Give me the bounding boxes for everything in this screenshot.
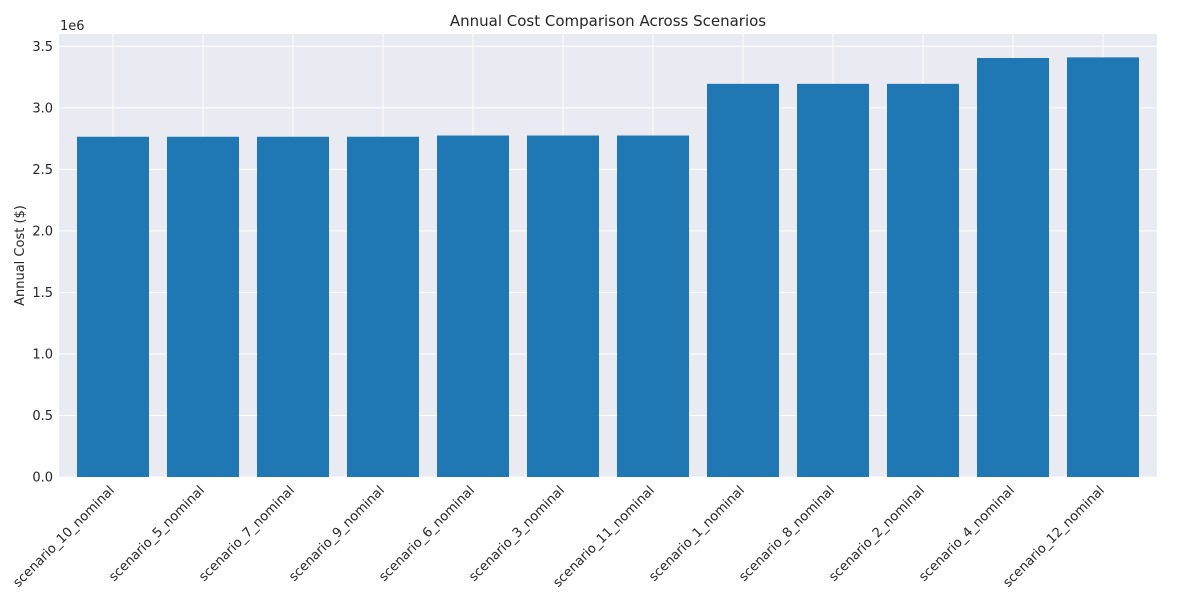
bar-scenario-10-nominal: [77, 136, 149, 477]
x-tick-label: scenario_8_nominal: [736, 483, 838, 585]
y-tick-label: 0.0: [32, 471, 53, 486]
chart-title: Annual Cost Comparison Across Scenarios: [450, 12, 766, 30]
y-axis-ticks: 0.0 0.5 1.0 1.5 2.0 2.5 3.0 3.5: [32, 40, 53, 486]
bar-scenario-6-nominal: [437, 135, 509, 478]
x-axis-ticks: scenario_10_nominalscenario_5_nominalsce…: [10, 483, 1107, 590]
x-tick-label: scenario_2_nominal: [826, 483, 928, 585]
x-tick-label: scenario_3_nominal: [466, 483, 568, 585]
bar-scenario-9-nominal: [347, 136, 419, 477]
y-tick-label: 2.5: [32, 163, 53, 178]
bar-scenario-8-nominal: [797, 83, 869, 478]
bar-scenario-2-nominal: [887, 83, 959, 478]
bars: [77, 57, 1139, 478]
y-tick-label: 2.0: [32, 224, 53, 239]
y-tick-label: 3.5: [32, 40, 53, 55]
y-tick-label: 0.5: [32, 409, 53, 424]
bar-scenario-3-nominal: [527, 135, 599, 478]
x-tick-label: scenario_10_nominal: [10, 483, 117, 590]
y-tick-label: 1.0: [32, 347, 53, 362]
bar-scenario-11-nominal: [617, 135, 689, 478]
bar-scenario-1-nominal: [707, 83, 779, 478]
bar-scenario-7-nominal: [257, 136, 329, 477]
bar-scenario-5-nominal: [167, 136, 239, 477]
bar-scenario-12-nominal: [1067, 57, 1139, 477]
y-axis-offset-label: 1e6: [60, 19, 85, 34]
x-tick-label: scenario_12_nominal: [1000, 483, 1107, 590]
y-tick-label: 1.5: [32, 286, 53, 301]
x-tick-label: scenario_1_nominal: [646, 483, 748, 585]
x-tick-label: scenario_7_nominal: [196, 483, 298, 585]
x-tick-label: scenario_4_nominal: [916, 483, 1018, 585]
x-tick-label: scenario_11_nominal: [550, 483, 657, 590]
bar-scenario-4-nominal: [977, 57, 1049, 477]
y-tick-label: 3.0: [32, 101, 53, 116]
x-tick-label: scenario_5_nominal: [106, 483, 208, 585]
y-axis-label: Annual Cost ($): [13, 205, 28, 306]
x-tick-label: scenario_6_nominal: [376, 483, 478, 585]
x-tick-label: scenario_9_nominal: [286, 483, 388, 585]
